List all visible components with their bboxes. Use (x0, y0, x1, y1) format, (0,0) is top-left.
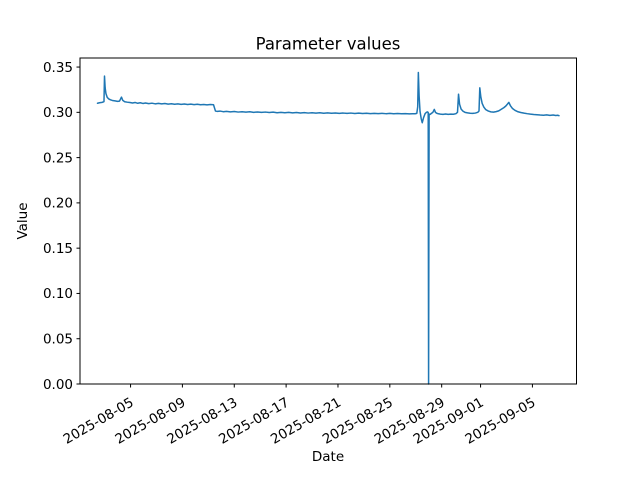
data-line (96, 71, 560, 385)
chart-title: Parameter values (256, 35, 401, 54)
y-axis-label: Value (15, 202, 31, 239)
y-tick-label: 0.00 (43, 377, 73, 393)
y-tick-label: 0.35 (43, 60, 73, 76)
plot-area: 0.000.050.100.150.200.250.300.352025-08-… (43, 57, 577, 448)
y-tick-label: 0.15 (43, 241, 73, 257)
x-axis-label: Date (312, 449, 344, 465)
y-tick-label: 0.20 (43, 196, 73, 212)
y-tick-label: 0.30 (43, 105, 73, 121)
y-tick-label: 0.25 (43, 150, 73, 166)
plot-border (79, 57, 577, 385)
y-tick-label: 0.10 (43, 286, 73, 302)
y-tick-label: 0.05 (43, 332, 73, 348)
